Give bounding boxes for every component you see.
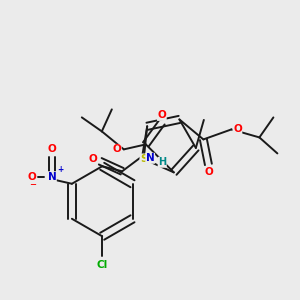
- Text: N: N: [47, 172, 56, 182]
- Text: O: O: [112, 144, 121, 154]
- Text: S: S: [140, 154, 148, 164]
- Text: O: O: [28, 172, 36, 182]
- Text: O: O: [89, 154, 98, 164]
- Text: N: N: [146, 153, 154, 163]
- Text: O: O: [204, 167, 213, 177]
- Text: O: O: [158, 110, 166, 120]
- Text: −: −: [29, 180, 36, 189]
- Text: +: +: [57, 165, 63, 174]
- Text: Cl: Cl: [97, 260, 108, 270]
- Text: O: O: [233, 124, 242, 134]
- Text: H: H: [158, 157, 166, 167]
- Text: O: O: [47, 144, 56, 154]
